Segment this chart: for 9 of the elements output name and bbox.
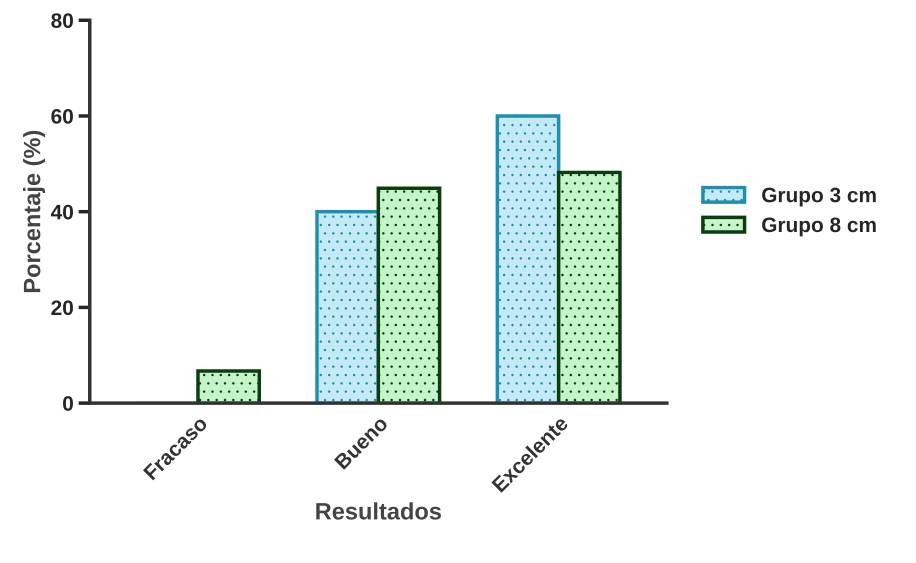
y-tick-label: 0 xyxy=(63,396,73,411)
x-axis-title: Resultados xyxy=(316,502,441,520)
y-tick-label: 80 xyxy=(51,13,73,28)
y-axis-title: Porcentaje (%) xyxy=(23,130,46,292)
legend-label: Grupo 8 cm xyxy=(762,217,876,236)
y-tick-label: 60 xyxy=(51,108,73,124)
y-tick-label: 40 xyxy=(50,204,73,220)
legend-label: Grupo 3 cm xyxy=(762,188,876,206)
y-tick-label: 20 xyxy=(51,300,73,316)
